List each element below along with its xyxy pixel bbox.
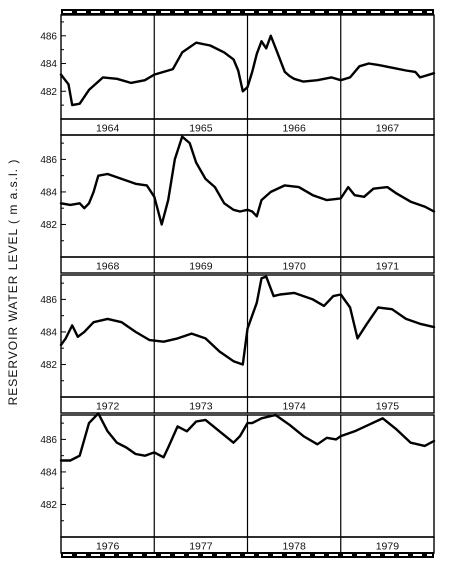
- y-tick-label: 484: [40, 59, 57, 70]
- water-level-line: [59, 275, 436, 366]
- y-tick-label: 486: [40, 295, 57, 306]
- y-tick-label: 482: [40, 87, 57, 98]
- year-label: 1979: [376, 541, 400, 553]
- water-level-line: [59, 412, 436, 462]
- year-label: 1972: [96, 401, 120, 413]
- water-level-line: [59, 34, 436, 107]
- year-label: 1966: [282, 123, 306, 135]
- y-axis-title: RESERVOIR WATER LEVEL ( m a.s.l. ): [6, 159, 20, 406]
- y-tick-label: 484: [40, 467, 57, 478]
- year-label: 1977: [189, 541, 213, 553]
- year-label: 1978: [282, 541, 306, 553]
- y-tick-label: 484: [40, 327, 57, 338]
- year-label: 1965: [189, 123, 213, 135]
- year-label: 1974: [282, 401, 306, 413]
- y-tick-label: 482: [40, 360, 57, 371]
- year-label: 1975: [376, 401, 400, 413]
- year-label: 1970: [282, 261, 306, 273]
- year-label: 1968: [96, 261, 120, 273]
- y-tick-label: 482: [40, 220, 57, 231]
- year-label: 1967: [376, 123, 400, 135]
- y-tick-label: 482: [40, 500, 57, 511]
- year-label: 1964: [96, 123, 120, 135]
- y-tick-label: 486: [40, 435, 57, 446]
- year-label: 1971: [376, 261, 400, 273]
- y-tick-label: 486: [40, 31, 57, 42]
- year-label: 1976: [96, 541, 120, 553]
- year-label: 1969: [189, 261, 213, 273]
- y-tick-label: 484: [40, 187, 57, 198]
- water-level-line: [59, 135, 436, 226]
- y-tick-label: 486: [40, 155, 57, 166]
- year-label: 1973: [189, 401, 213, 413]
